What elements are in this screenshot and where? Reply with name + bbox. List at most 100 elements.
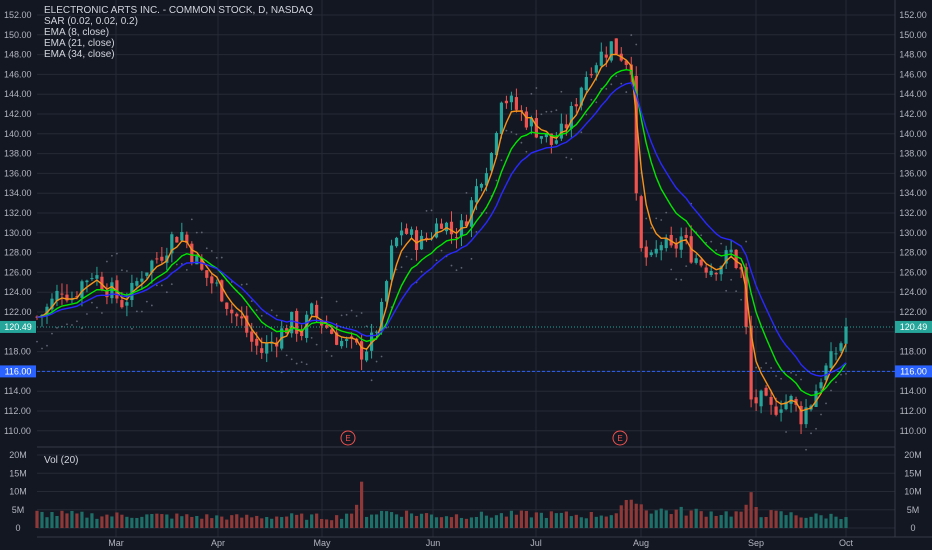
sar-dot [51, 332, 53, 335]
volume-bar [260, 518, 264, 528]
candle-body [614, 38, 618, 55]
sar-dot [645, 217, 648, 220]
candle-body [195, 256, 199, 265]
earnings-marker[interactable] [612, 430, 628, 446]
sar-dot [96, 306, 98, 309]
volume-bar [120, 514, 124, 528]
sar-dot [440, 249, 443, 252]
price-tick-label: 130.00 [4, 228, 32, 238]
sar-dot [570, 158, 573, 161]
volume-bar [369, 514, 374, 528]
candle-body [310, 303, 314, 315]
sar-dot [320, 296, 323, 299]
volume-bar [170, 518, 174, 528]
volume-bar [494, 515, 499, 528]
time-axis[interactable]: Mar Apr May Jun Jul Aug Sep Oct [108, 538, 853, 548]
sar-dot [165, 291, 168, 294]
candle-body [714, 272, 718, 275]
volume-bar [814, 513, 818, 528]
sar-dot [425, 209, 428, 212]
sar-dot [350, 309, 353, 312]
candle-body [200, 258, 204, 270]
candle-body [384, 281, 389, 302]
sar-dot [755, 366, 758, 369]
price-tick-label: 110.00 [4, 426, 31, 436]
candle-body [364, 351, 369, 361]
volume-bar [50, 511, 54, 528]
candle-body [514, 97, 519, 110]
volume-bar [100, 516, 104, 528]
sar-dot [520, 141, 523, 144]
volume-bar [839, 519, 843, 528]
volume-bar [609, 515, 613, 528]
sar-dot [540, 113, 543, 116]
volume-bar [599, 515, 603, 528]
sar-dot [470, 257, 473, 260]
time-tick-label: Jul [530, 538, 542, 548]
price-tick-label: 126.00 [4, 267, 32, 277]
time-tick-label: Aug [633, 538, 649, 548]
sar-dot [106, 260, 108, 263]
sar-dot [130, 327, 133, 330]
indicator-ema8[interactable]: EMA (8, close) [44, 27, 110, 38]
sar-dot [500, 159, 503, 162]
earnings-marker-label: E [617, 434, 622, 443]
volume-bar [105, 514, 109, 528]
candle-body [699, 259, 703, 266]
sar-dot [630, 34, 633, 36]
volume-bar [704, 516, 708, 528]
sar-dot [170, 283, 173, 286]
candle-body [205, 270, 209, 278]
sar-dot [340, 314, 343, 317]
time-tick-label: May [313, 538, 331, 548]
price-tick-label: 128.00 [899, 248, 927, 258]
candle-body [804, 407, 808, 425]
sar-dot [785, 431, 787, 433]
candle-body [454, 237, 459, 239]
price-tick-label: 110.00 [900, 426, 927, 436]
volume-bar [574, 514, 578, 528]
sar-dot [91, 301, 93, 304]
sar-dot [245, 283, 248, 286]
volume-legend[interactable]: Vol (20) [44, 455, 79, 466]
volume-bar [709, 511, 713, 528]
volume-bar [524, 510, 528, 528]
sar-dot [820, 413, 822, 416]
candle-body [734, 249, 738, 268]
candle-body [210, 276, 214, 284]
candle-body [624, 60, 628, 65]
volume-bar [834, 516, 838, 528]
earnings-marker[interactable] [340, 430, 356, 446]
candle-body [564, 124, 568, 129]
volume-bar [310, 514, 314, 528]
sar-dot [475, 230, 478, 233]
sar-dot [620, 82, 623, 85]
sar-dot [825, 402, 827, 405]
sar-dot [450, 264, 453, 267]
volume-bar [714, 516, 718, 528]
candle-body [424, 237, 429, 239]
sar-dot [740, 298, 743, 301]
sar-dot [780, 377, 782, 380]
volume-tick-label: 20M [9, 450, 27, 460]
candle-body [814, 390, 818, 407]
indicator-ema34[interactable]: EMA (34, close) [44, 49, 115, 60]
price-tick-label: 112.00 [900, 406, 927, 416]
sar-dot [800, 378, 802, 381]
candle-body [449, 221, 454, 235]
volume-bar [679, 506, 683, 528]
candle-body [504, 100, 509, 104]
candle-body [50, 298, 54, 310]
candle-body [599, 51, 603, 66]
symbol-title[interactable]: ELECTRONIC ARTS INC. - COMMON STOCK, D, … [44, 5, 314, 16]
volume-bar [769, 510, 773, 528]
price-tick-label: 136.00 [899, 168, 927, 178]
candle-body [340, 340, 344, 347]
price-axis[interactable]: 152.00 152.00 150.00 150.00 148.00 148.00 146.… [4, 10, 927, 436]
indicator-sar[interactable]: SAR (0.02, 0.02, 0.2) [44, 16, 138, 27]
volume-bar [749, 492, 753, 528]
sar-dot [465, 192, 468, 194]
indicator-ema21[interactable]: EMA (21, close) [44, 38, 115, 49]
